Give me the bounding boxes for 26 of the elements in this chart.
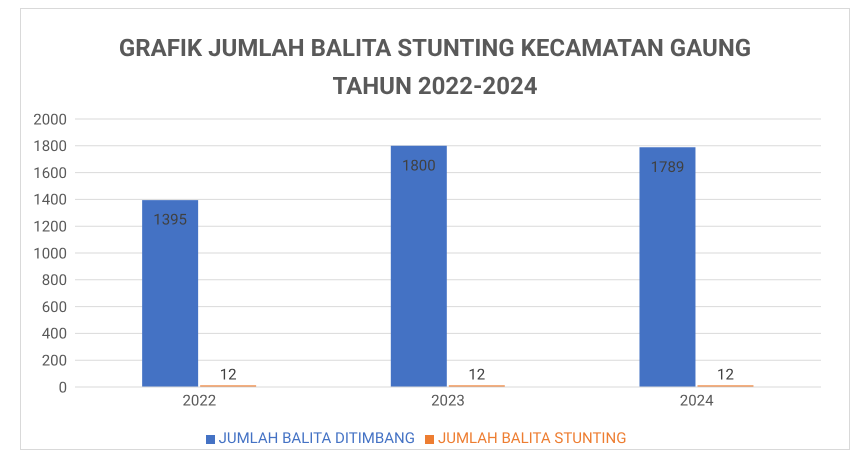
y-tick-label: 400 [42,324,67,343]
legend-label: JUMLAH BALITA STUNTING [438,429,626,447]
y-tick-label: 0 [58,378,67,396]
chart-title: GRAFIK JUMLAH BALITA STUNTING KECAMATAN GAUNG TAHUN 2022-2024 [118,33,752,102]
y-tick-label: 1600 [33,164,67,182]
y-tick-label: 1800 [33,137,67,156]
y-tick-label: 1400 [33,190,67,209]
data-label: 12 [468,365,486,384]
y-tick-label: 1200 [33,218,67,236]
x-tick-label: 2022 [182,392,216,410]
y-tick-label: 800 [42,271,67,290]
y-tick-label: 1000 [33,244,67,262]
bar [390,146,447,387]
data-label: 12 [717,365,734,384]
bar [639,147,696,387]
y-tick-label: 600 [42,298,67,316]
data-label: 1800 [402,156,436,174]
y-tick-label: 200 [42,352,67,370]
bar [142,200,198,387]
legend-label: JUMLAH BALITA DITIMBANG [218,429,415,447]
x-tick-label: 2023 [431,392,465,410]
data-label: 12 [220,365,237,384]
data-label: 1789 [650,158,684,176]
y-tick-label: 2000 [33,110,67,128]
data-label: 1395 [153,210,188,229]
x-tick-label: 2024 [680,392,714,410]
